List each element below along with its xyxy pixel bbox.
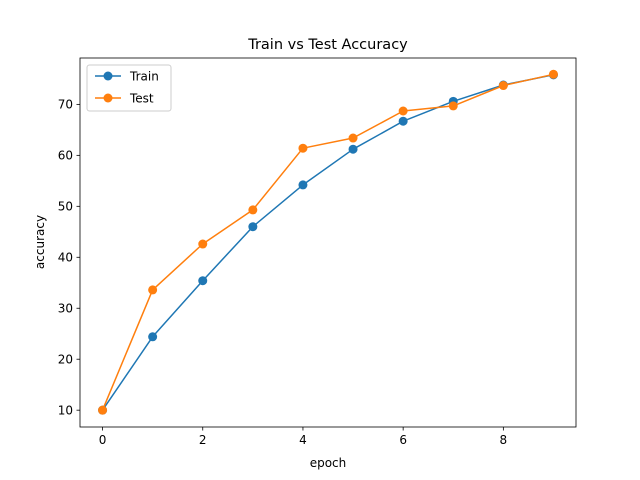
y-tick-label: 10 xyxy=(58,403,73,417)
y-tick-label: 40 xyxy=(58,251,73,265)
y-axis-label: accuracy xyxy=(33,215,47,269)
data-point-train xyxy=(348,144,358,154)
data-point-test xyxy=(198,239,208,249)
series-line-train xyxy=(101,74,554,411)
y-tick-label: 20 xyxy=(58,353,73,367)
y-tick-label: 70 xyxy=(58,98,73,112)
data-point-train xyxy=(398,116,408,126)
data-point-train xyxy=(298,180,308,190)
data-point-test xyxy=(348,133,358,143)
data-point-test xyxy=(298,143,308,153)
legend-label-test: Test xyxy=(129,91,154,105)
x-tick-label: 4 xyxy=(299,433,307,447)
x-axis-label: epoch xyxy=(310,456,347,470)
chart-title: Train vs Test Accuracy xyxy=(247,37,408,53)
x-tick-label: 6 xyxy=(399,433,407,447)
legend-label-train: Train xyxy=(129,69,159,83)
y-tick-label: 50 xyxy=(58,200,73,214)
legend-marker-train xyxy=(103,71,113,81)
data-point-test xyxy=(148,285,158,295)
plot-area: 0 2 4 6 8 10 20 30 40 50 60 70 xyxy=(58,57,577,447)
y-tick-label: 30 xyxy=(58,302,73,316)
legend: Train Test xyxy=(86,64,172,112)
data-point-train xyxy=(198,276,208,286)
data-point-test xyxy=(248,205,258,215)
data-point-test xyxy=(398,106,408,116)
data-point-test xyxy=(98,405,108,415)
axes-frame xyxy=(79,57,577,428)
legend-marker-test xyxy=(103,93,113,103)
data-point-test xyxy=(498,81,508,91)
x-tick-label: 0 xyxy=(99,433,107,447)
x-tick-label: 2 xyxy=(199,433,207,447)
data-point-train xyxy=(148,332,158,342)
y-tick-label: 60 xyxy=(58,149,73,163)
series-line-test xyxy=(101,73,554,411)
data-point-test xyxy=(548,69,558,79)
x-tick-label: 8 xyxy=(500,433,508,447)
data-point-test xyxy=(448,101,458,111)
data-point-train xyxy=(248,222,258,232)
